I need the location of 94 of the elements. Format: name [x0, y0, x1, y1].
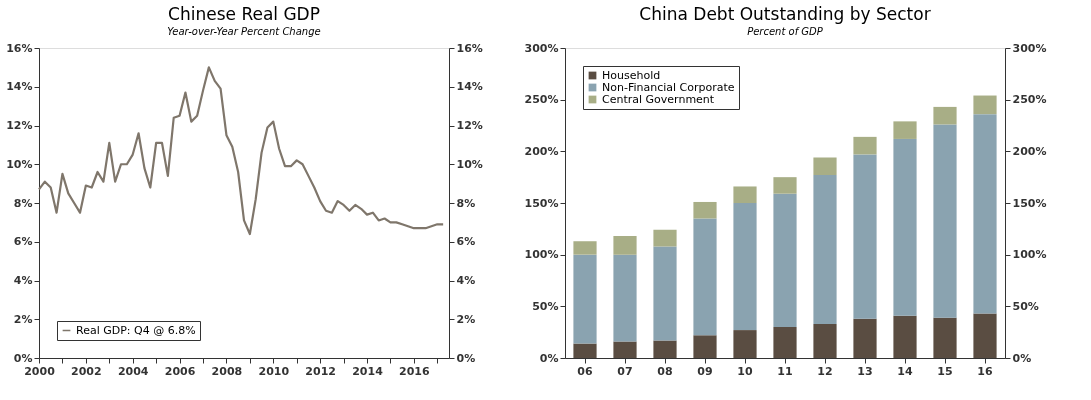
- bar: [613, 341, 637, 358]
- y-tick-label: 50%: [532, 299, 559, 313]
- bar: [813, 175, 837, 324]
- x-tick-label: 12: [817, 364, 833, 378]
- y2-tick-label: 300%: [1012, 41, 1047, 55]
- y-tick-label: 0%: [13, 351, 33, 365]
- y2-tick-label: 250%: [1012, 93, 1047, 107]
- x-tick-label: 2006: [164, 364, 196, 378]
- line-series: [37, 66, 445, 236]
- bar: [733, 186, 757, 203]
- x-tick-label: 13: [857, 364, 873, 378]
- legend-label: Household: [602, 68, 661, 82]
- bar: [893, 121, 917, 139]
- bar: [693, 218, 717, 336]
- bar: [733, 203, 757, 331]
- bar: [613, 236, 637, 255]
- x-tick-label: 10: [737, 364, 753, 378]
- bar: [733, 330, 757, 358]
- y2-tick-label: 100%: [1012, 248, 1047, 262]
- x-tick-label: 2004: [117, 364, 149, 378]
- x-tick-label: 11: [777, 364, 793, 378]
- y-tick-label: 250%: [524, 93, 559, 107]
- bar: [853, 318, 877, 358]
- x-tick-label: 15: [937, 364, 953, 378]
- y-tick-label: 2%: [13, 312, 33, 326]
- bar: [693, 335, 717, 358]
- bar: [973, 95, 997, 115]
- y2-tick-label: 0%: [456, 351, 476, 365]
- y-tick-label: 6%: [13, 235, 33, 249]
- y2-tick-label: 10%: [456, 157, 483, 171]
- y2-tick-label: 16%: [456, 41, 483, 55]
- bar: [813, 157, 837, 176]
- chart-title: Chinese Real GDP: [168, 4, 320, 24]
- x-tick-label: 09: [697, 364, 713, 378]
- legend-label: Real GDP: Q4 @ 6.8%: [76, 323, 196, 337]
- bar: [653, 340, 677, 358]
- bar: [653, 246, 677, 341]
- legend-label: Non-Financial Corporate: [602, 80, 735, 94]
- bar: [693, 201, 717, 219]
- y-tick-label: 12%: [6, 119, 33, 132]
- y2-tick-label: 200%: [1012, 144, 1047, 158]
- bar: [773, 327, 797, 358]
- bar: [573, 343, 597, 358]
- y-tick-label: 300%: [524, 41, 559, 55]
- bar: [933, 317, 957, 358]
- x-tick-label: 06: [577, 364, 593, 378]
- y2-tick-label: 14%: [456, 80, 483, 94]
- y-tick-label: 14%: [6, 80, 33, 94]
- bar: [973, 114, 997, 314]
- bar: [613, 254, 637, 342]
- x-tick-label: 2016: [399, 364, 431, 378]
- y-tick-label: 0%: [539, 351, 559, 365]
- y2-tick-label: 150%: [1012, 196, 1047, 210]
- bar: [973, 313, 997, 358]
- y2-tick-label: 50%: [1012, 299, 1039, 313]
- y2-tick-label: 4%: [456, 274, 476, 287]
- x-tick-label: 08: [657, 364, 673, 378]
- bar: [933, 106, 957, 125]
- x-tick-label: 07: [617, 364, 633, 378]
- chart-title: China Debt Outstanding by Sector: [639, 4, 931, 24]
- bar: [653, 229, 677, 247]
- bar: [813, 323, 837, 358]
- x-tick-label: 2012: [305, 364, 336, 378]
- y2-tick-label: 6%: [456, 235, 476, 249]
- x-tick-label: 16: [977, 364, 993, 378]
- x-tick-label: 2002: [71, 364, 102, 378]
- legend-label: Central Government: [602, 92, 715, 106]
- x-tick-label: 2010: [258, 364, 290, 378]
- y-tick-label: 200%: [524, 144, 559, 158]
- bar: [893, 315, 917, 358]
- bar: [853, 136, 877, 155]
- chart-subtitle: Year-over-Year Percent Change: [167, 26, 321, 37]
- bar: [773, 177, 797, 194]
- y-tick-label: 4%: [13, 274, 33, 287]
- bar: [773, 193, 797, 327]
- bar: [893, 138, 917, 316]
- x-tick-label: 2000: [24, 364, 56, 378]
- bar: [573, 241, 597, 255]
- y2-tick-label: 8%: [456, 196, 476, 210]
- y2-tick-label: 0%: [1012, 351, 1032, 365]
- y-tick-label: 10%: [6, 157, 33, 171]
- x-tick-label: 2014: [352, 364, 384, 378]
- y-tick-label: 8%: [13, 196, 33, 210]
- bar: [853, 154, 877, 319]
- y-tick-label: 16%: [6, 41, 33, 55]
- bar: [573, 254, 597, 344]
- chart-subtitle: Percent of GDP: [747, 26, 824, 37]
- y-tick-label: 150%: [524, 196, 559, 210]
- y2-tick-label: 12%: [456, 119, 483, 132]
- y-tick-label: 100%: [524, 248, 559, 262]
- x-tick-label: 14: [897, 364, 913, 378]
- bar: [933, 124, 957, 318]
- x-tick-label: 2008: [211, 364, 243, 378]
- y2-tick-label: 2%: [456, 312, 476, 326]
